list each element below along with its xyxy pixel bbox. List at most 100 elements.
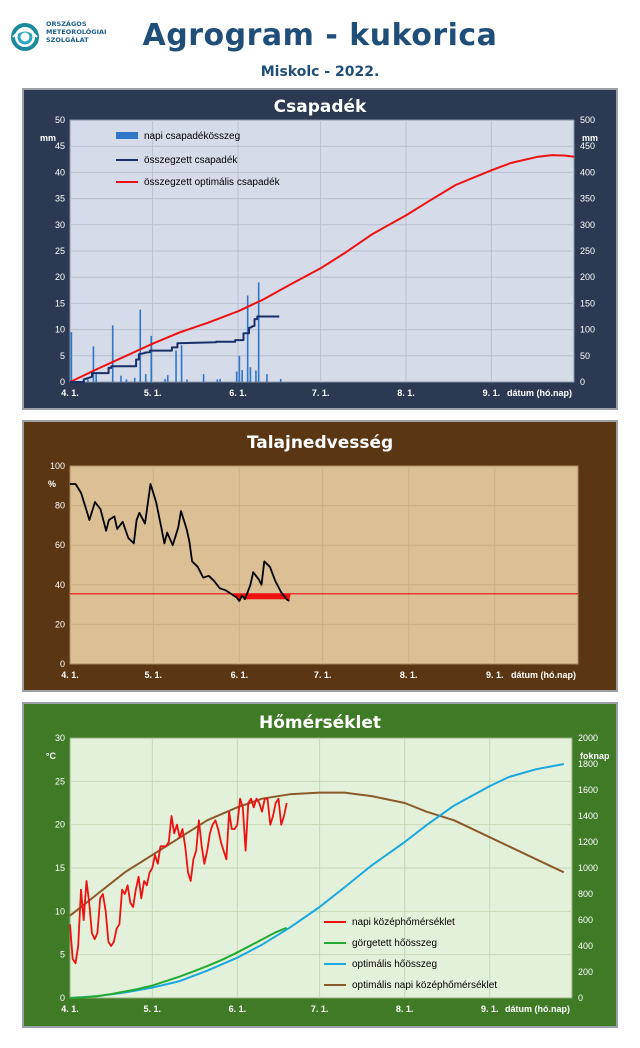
x-tick-label: 5. 1. — [145, 670, 163, 680]
cumulative-precip-line — [70, 315, 280, 383]
precip-bar — [255, 370, 257, 382]
x-axis-label: dátum (hó.nap) — [511, 670, 576, 680]
y-tick-label: 20 — [55, 820, 65, 830]
y-tick-label: 35 — [55, 194, 65, 204]
y-axis-label: °C — [46, 751, 57, 761]
precip-bar — [70, 332, 73, 382]
x-tick-label: 9. 1. — [483, 388, 501, 398]
y2-tick-label: 450 — [580, 141, 595, 151]
y-tick-label: 10 — [55, 325, 65, 335]
omsz-logo: ORSZÁGOS METEOROLÓGIAI SZOLGÁLAT — [8, 20, 118, 56]
precip-bar — [120, 375, 122, 382]
precip-bar — [111, 325, 114, 382]
legend-label: görgetett hőösszeg — [352, 938, 437, 949]
rolling-gdd-line — [69, 926, 288, 999]
y-tick-label: 0 — [60, 377, 65, 387]
precip-bar — [246, 295, 249, 382]
precip-bar — [266, 374, 268, 382]
precipitation-chart: Csapadék05101520253035404550050100150200… — [40, 97, 598, 398]
x-tick-label: 9. 1. — [481, 1004, 499, 1014]
y-axis-label: % — [48, 479, 56, 489]
y-tick-label: 30 — [55, 220, 65, 230]
y2-tick-label: 400 — [580, 167, 595, 177]
x-tick-label: 6. 1. — [229, 388, 247, 398]
precip-bar — [139, 309, 142, 382]
legend-label: optimális hőösszeg — [352, 959, 437, 970]
x-axis-label: dátum (hó.nap) — [505, 1004, 570, 1014]
optimal-daily-temp-line — [69, 791, 565, 917]
y-tick-label: 40 — [55, 580, 65, 590]
precip-bar — [180, 345, 183, 382]
legend-label: napi középhőmérséklet — [352, 917, 455, 928]
y2-tick-label: 300 — [580, 220, 595, 230]
precip-bar — [133, 377, 136, 382]
y-tick-label: 15 — [55, 863, 65, 873]
logo-swirl-icon — [11, 23, 39, 51]
y2-tick-label: 400 — [578, 941, 593, 951]
x-tick-label: 6. 1. — [231, 670, 249, 680]
precip-bar — [279, 378, 282, 382]
precip-bar — [186, 379, 188, 382]
y-tick-label: 60 — [55, 540, 65, 550]
legend-label: napi csapadékösszeg — [144, 131, 240, 142]
y2-tick-label: 1400 — [578, 811, 598, 821]
precip-bar — [216, 379, 219, 382]
y-tick-label: 25 — [55, 776, 65, 786]
logo-text: ORSZÁGOS METEOROLÓGIAI SZOLGÁLAT — [46, 20, 106, 44]
y-tick-label: 20 — [55, 272, 65, 282]
y-tick-label: 15 — [55, 298, 65, 308]
y-tick-label: 0 — [60, 659, 65, 669]
precip-bar — [166, 375, 169, 382]
y2-tick-label: 500 — [580, 115, 595, 125]
precip-bar — [87, 379, 89, 382]
soil-moisture-panel: Talajnedvesség 0 20 40 60 80 100 4. 1. 5. 1. 6. 1… — [22, 420, 618, 692]
y2-tick-label: 0 — [578, 993, 583, 1003]
precipitation-panel: Csapadék 0 5 10 15 20 25 30 35 40 45 50 0 50 100 150 200… — [22, 88, 618, 410]
precip-bar — [144, 374, 147, 382]
y2-tick-label: 1600 — [578, 785, 598, 795]
y2-tick-label: 1800 — [578, 759, 598, 769]
legend-bar-swatch — [116, 132, 138, 139]
chart-title: Csapadék — [274, 97, 367, 117]
x-tick-label: 9. 1. — [486, 670, 504, 680]
x-tick-label: 7. 1. — [314, 670, 332, 680]
x-tick-label: 8. 1. — [396, 1004, 414, 1014]
plot-area — [69, 465, 579, 665]
y2-tick-label: 200 — [580, 272, 595, 282]
y-tick-label: 40 — [55, 167, 65, 177]
y2-tick-label: 2000 — [578, 733, 598, 743]
y2-axis-label: mm — [582, 133, 598, 143]
soil-moisture-chart: Talajnedvesség 0 20 40 60 80 100 4. 1. 5. 1. 6. 1… — [48, 433, 579, 680]
y2-tick-label: 600 — [578, 915, 593, 925]
legend-label: összegzett csapadék — [144, 155, 238, 166]
precip-bar — [150, 335, 153, 382]
page-title: Agrogram - kukorica — [142, 18, 498, 53]
precip-bar — [202, 374, 205, 382]
optimal-cumulative-precip-line — [69, 154, 575, 383]
y-tick-label: 50 — [55, 115, 65, 125]
precip-bar — [241, 369, 243, 382]
daily-mean-temp-line — [69, 797, 288, 965]
x-tick-label: 4. 1. — [61, 388, 79, 398]
precip-bar — [235, 371, 238, 382]
y2-tick-label: 200 — [578, 967, 593, 977]
y2-tick-label: 800 — [578, 889, 593, 899]
precip-bar — [175, 350, 177, 382]
y2-tick-label: 100 — [580, 325, 595, 335]
x-tick-label: 8. 1. — [400, 670, 418, 680]
y2-tick-label: 1000 — [578, 863, 598, 873]
page-subtitle: Miskolc - 2022. — [260, 64, 380, 80]
y-tick-label: 10 — [55, 906, 65, 916]
precip-bar — [219, 378, 221, 382]
precip-bar — [92, 346, 95, 382]
chart-title: Talajnedvesség — [247, 433, 393, 453]
precip-bar — [249, 367, 252, 382]
y-tick-label: 100 — [50, 461, 65, 471]
y-tick-label: 30 — [55, 733, 65, 743]
logo-line-1: ORSZÁGOS — [46, 20, 87, 28]
precip-bar — [257, 282, 260, 382]
y-tick-label: 5 — [60, 950, 65, 960]
x-tick-label: 5. 1. — [144, 388, 162, 398]
x-tick-label: 4. 1. — [61, 670, 79, 680]
y-tick-label: 45 — [55, 141, 65, 151]
